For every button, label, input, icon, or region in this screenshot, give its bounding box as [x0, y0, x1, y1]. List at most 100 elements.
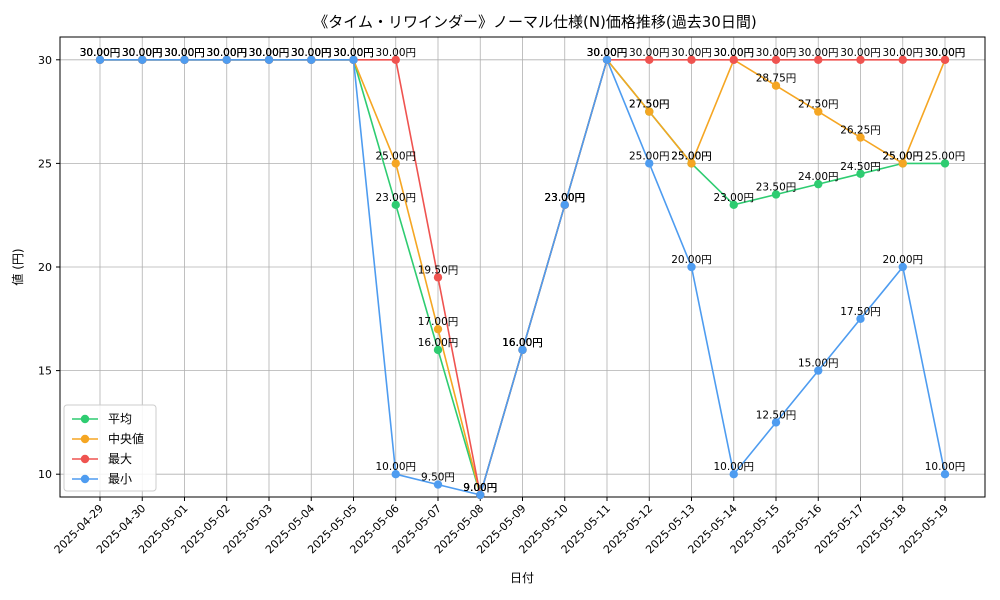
data-label-1: 23.00円	[544, 192, 585, 204]
data-label-3: 30.00円	[291, 47, 332, 59]
legend-marker	[80, 434, 90, 444]
data-label-1: 25.00円	[671, 150, 712, 162]
data-label-2: 23.00円	[544, 192, 585, 204]
data-point-3	[138, 55, 147, 64]
y-tick-label: 25	[38, 157, 52, 170]
data-label-3: 30.00円	[122, 47, 163, 59]
data-point-2	[433, 273, 443, 282]
data-label-1: 30.00円	[164, 47, 205, 59]
data-point-0	[856, 169, 865, 178]
data-label-1: 30.00円	[249, 47, 290, 59]
data-label-0: 16.00円	[418, 337, 459, 349]
legend-marker	[80, 454, 90, 464]
data-label-3: 25.00円	[629, 150, 670, 162]
data-point-3	[264, 55, 274, 64]
data-point-0	[391, 200, 400, 210]
data-label-2: 30.00円	[882, 47, 923, 59]
data-label-2: 30.00円	[798, 47, 839, 59]
data-label-0: 24.00円	[798, 171, 839, 183]
data-label-2: 30.00円	[756, 47, 797, 59]
data-point-2	[391, 55, 400, 64]
data-label-2: 16.00円	[502, 337, 543, 349]
data-label-3: 12.50円	[756, 409, 797, 421]
data-label-2: 9.00円	[463, 482, 497, 494]
data-label-3: 30.00円	[333, 47, 374, 59]
data-label-1: 16.00円	[502, 337, 543, 349]
data-point-2	[687, 55, 696, 64]
data-point-3	[771, 418, 781, 427]
data-point-1	[856, 133, 865, 142]
data-label-0: 25.00円	[925, 150, 966, 162]
data-label-1: 30.00円	[80, 47, 121, 59]
data-label-1: 27.50円	[798, 99, 839, 111]
data-point-1	[645, 107, 654, 116]
series-group	[95, 55, 950, 500]
data-label-0: 23.00円	[713, 192, 754, 204]
data-label-3: 10.00円	[375, 461, 416, 473]
data-point-3	[391, 470, 400, 479]
data-label-3: 20.00円	[671, 254, 712, 266]
legend-marker	[80, 414, 90, 424]
data-point-3	[476, 490, 485, 500]
x-axis-ticks: 2025-04-292025-04-302025-05-012025-05-02…	[52, 497, 951, 556]
data-label-0: 30.00円	[80, 47, 121, 59]
data-point-3	[180, 55, 189, 64]
data-label-1: 28.75円	[756, 73, 797, 85]
data-point-0	[814, 179, 823, 189]
data-label-0: 16.00円	[502, 337, 543, 349]
data-label-2: 19.50円	[418, 264, 459, 276]
data-point-1	[687, 159, 696, 168]
data-point-1	[814, 107, 823, 116]
data-label-2: 30.00円	[840, 47, 881, 59]
data-label-0: 25.00円	[882, 150, 923, 162]
data-point-3	[687, 262, 696, 272]
data-label-3: 30.00円	[206, 47, 247, 59]
data-point-3	[645, 159, 654, 168]
data-label-1: 26.25円	[840, 124, 881, 136]
data-label-0: 30.00円	[291, 47, 332, 59]
data-label-0: 30.00円	[206, 47, 247, 59]
data-point-1	[771, 81, 781, 90]
data-label-2: 30.00円	[206, 47, 247, 59]
data-label-0: 23.50円	[756, 181, 797, 193]
data-label-3: 16.00円	[502, 337, 543, 349]
data-label-3: 30.00円	[164, 47, 205, 59]
data-label-1: 30.00円	[713, 47, 754, 59]
data-label-3: 20.00円	[882, 254, 923, 266]
data-label-2: 30.00円	[629, 47, 670, 59]
data-label-1: 30.00円	[587, 47, 628, 59]
data-point-3	[560, 200, 569, 210]
data-label-2: 30.00円	[80, 47, 121, 59]
data-label-0: 27.50円	[629, 99, 670, 111]
data-point-2	[771, 55, 781, 64]
data-point-3	[433, 480, 443, 489]
data-label-1: 30.00円	[925, 47, 966, 59]
y-tick-label: 20	[38, 261, 52, 274]
data-label-1: 30.00円	[291, 47, 332, 59]
data-point-2	[940, 55, 950, 64]
data-label-0: 30.00円	[333, 47, 374, 59]
data-point-3	[940, 470, 950, 479]
grid-lines	[60, 37, 985, 497]
data-label-3: 15.00円	[798, 358, 839, 370]
data-point-3	[518, 345, 527, 355]
data-label-2: 30.00円	[164, 47, 205, 59]
data-label-3: 10.00円	[713, 461, 754, 473]
data-label-3: 17.50円	[840, 306, 881, 318]
data-label-2: 30.00円	[333, 47, 374, 59]
data-point-3	[856, 314, 865, 324]
data-label-2: 30.00円	[671, 47, 712, 59]
data-label-1: 17.00円	[418, 316, 459, 328]
data-label-2: 30.00円	[587, 47, 628, 59]
data-label-3: 9.00円	[463, 482, 497, 494]
data-point-1	[898, 159, 907, 168]
legend-label: 中央値	[108, 431, 144, 446]
data-label-0: 30.00円	[164, 47, 205, 59]
data-point-0	[433, 345, 443, 355]
legend-label: 最小	[108, 472, 132, 486]
y-axis-title: 値 (円)	[10, 248, 25, 285]
y-tick-label: 15	[38, 365, 52, 378]
legend-box	[63, 404, 157, 492]
data-label-0: 23.00円	[375, 192, 416, 204]
data-point-3	[349, 55, 358, 64]
